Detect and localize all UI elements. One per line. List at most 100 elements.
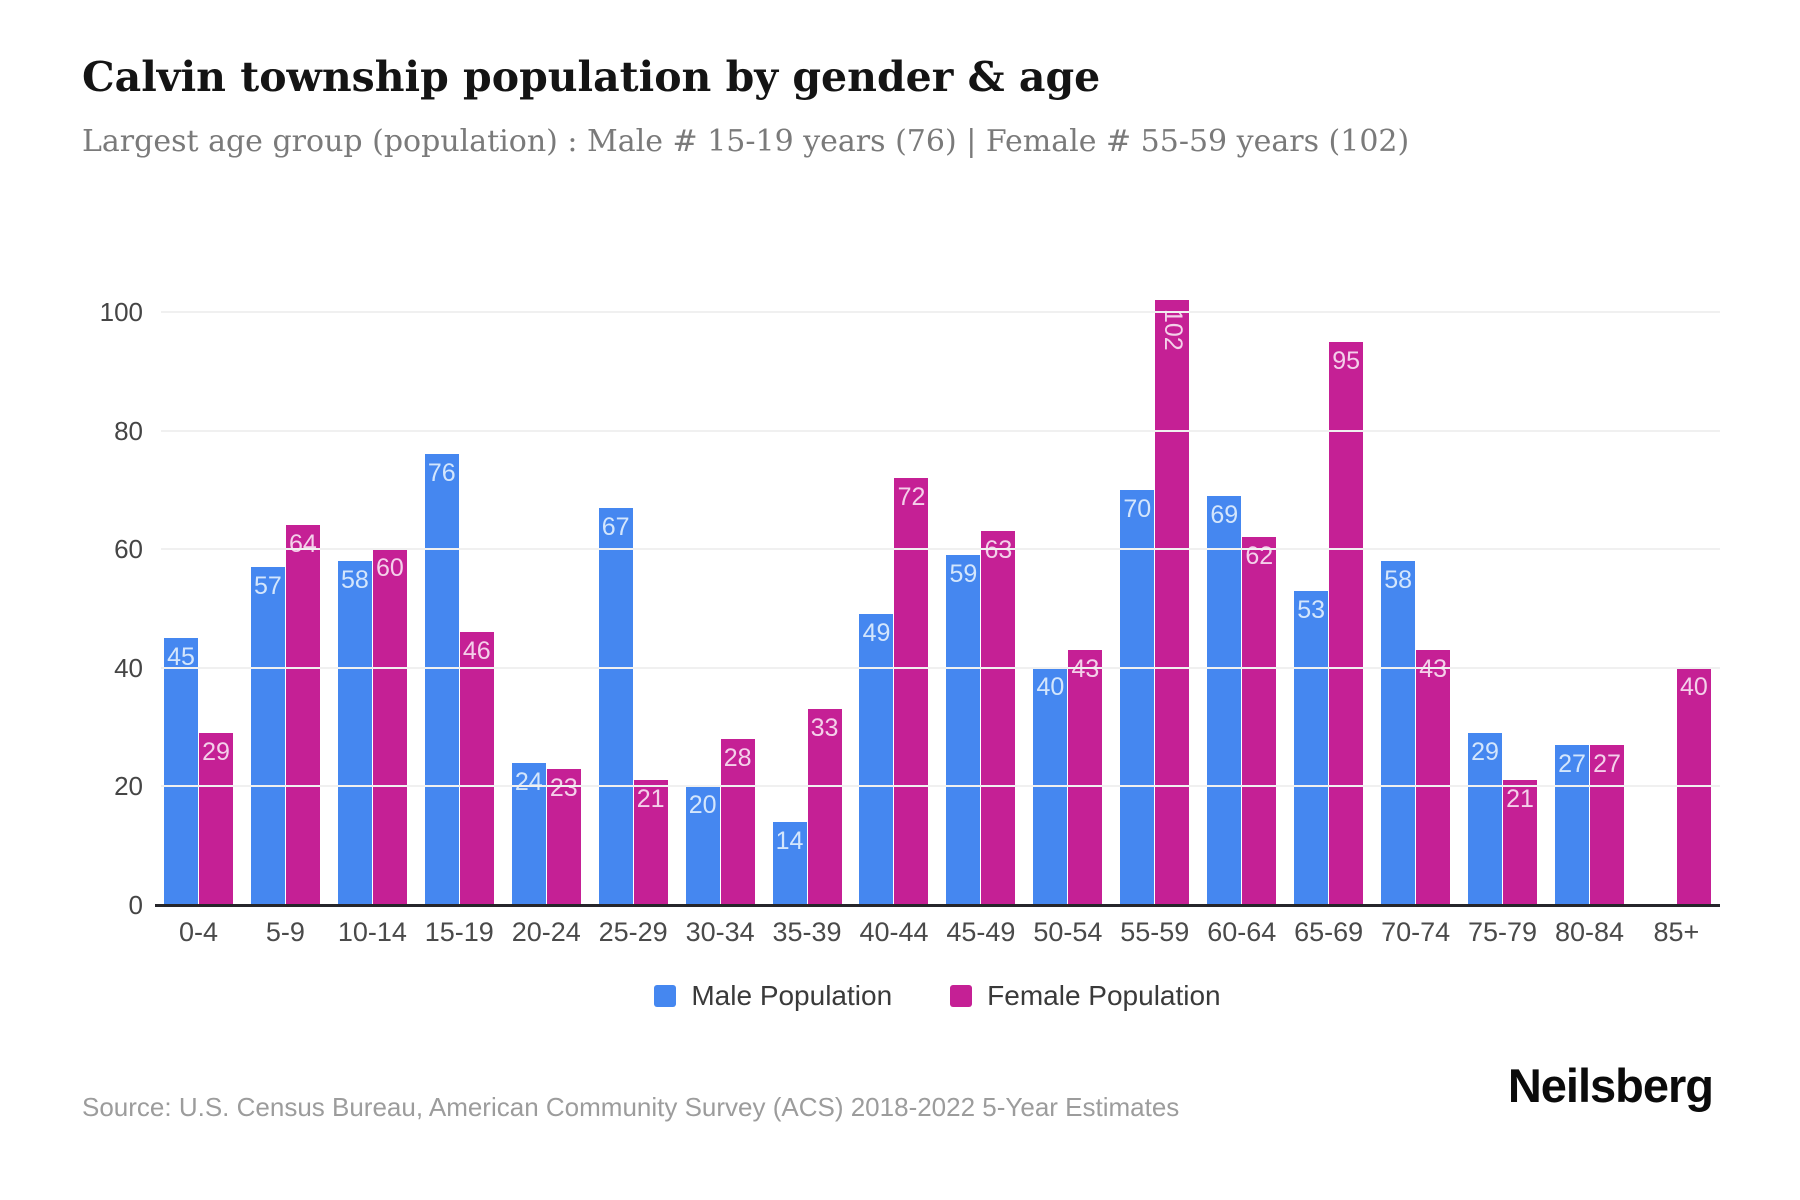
bar-value-label: 45 bbox=[167, 643, 195, 672]
bar-value-label: 69 bbox=[1210, 500, 1239, 529]
bar-value-label: 40 bbox=[1036, 672, 1065, 701]
bar-male-35-39[interactable]: 14 bbox=[772, 821, 807, 905]
bar-value-label: 58 bbox=[340, 566, 369, 595]
bar-female-0-4[interactable]: 29 bbox=[198, 733, 233, 905]
bar-value-label: 60 bbox=[375, 554, 404, 583]
bar-male-15-19[interactable]: 76 bbox=[424, 454, 459, 905]
bar-value-label: 95 bbox=[1332, 346, 1361, 375]
bar-value-label: 29 bbox=[1471, 738, 1499, 767]
x-tick-65-69: 65-69 bbox=[1294, 917, 1364, 947]
x-tick-60-64: 60-64 bbox=[1207, 917, 1277, 947]
bar-value-label: 28 bbox=[723, 743, 752, 772]
bar-female-65-69[interactable]: 95 bbox=[1329, 341, 1364, 905]
group-40-44: 49 72 bbox=[851, 300, 938, 905]
bar-female-80-84[interactable]: 27 bbox=[1589, 744, 1624, 905]
bar-value-label: 57 bbox=[254, 572, 282, 600]
legend-swatch-female bbox=[950, 985, 973, 1007]
bar-groups: 45 29 57 64 58 60 76 46 24 23 67 21 20 28 14 33 49 72 59 63… bbox=[155, 300, 1720, 905]
group-80-84: 27 27 bbox=[1546, 300, 1633, 905]
bar-female-55-59[interactable]: 102 bbox=[1155, 300, 1190, 905]
bar-value-label: 46 bbox=[462, 637, 491, 666]
bar-value-label: 27 bbox=[1593, 749, 1621, 778]
x-tick-35-39: 35-39 bbox=[772, 917, 842, 947]
y-tick-100: 100 bbox=[99, 297, 143, 327]
bar-value-label: 27 bbox=[1558, 749, 1586, 778]
group-85+: 40 bbox=[1633, 300, 1720, 905]
bar-female-35-39[interactable]: 33 bbox=[807, 709, 842, 905]
gridline-60 bbox=[161, 548, 1720, 551]
bar-value-label: 70 bbox=[1123, 494, 1152, 523]
x-tick-20-24: 20-24 bbox=[511, 917, 581, 947]
y-tick-80: 80 bbox=[114, 415, 143, 446]
bar-male-70-74[interactable]: 58 bbox=[1381, 561, 1416, 905]
bar-male-65-69[interactable]: 53 bbox=[1294, 590, 1329, 905]
x-tick-55-59: 55-59 bbox=[1120, 917, 1190, 947]
bar-male-40-44[interactable]: 49 bbox=[859, 614, 894, 905]
legend-swatch-male bbox=[654, 985, 677, 1007]
bar-value-label: 40 bbox=[1680, 672, 1708, 701]
bar-female-45-49[interactable]: 63 bbox=[981, 531, 1016, 905]
x-tick-40-44: 40-44 bbox=[859, 917, 929, 947]
bar-male-45-49[interactable]: 59 bbox=[946, 555, 981, 905]
bar-male-5-9[interactable]: 57 bbox=[250, 567, 285, 905]
bar-value-label: 29 bbox=[202, 738, 230, 767]
bar-male-25-29[interactable]: 67 bbox=[598, 507, 633, 905]
x-tick-25-29: 25-29 bbox=[598, 917, 668, 947]
bar-value-label: 58 bbox=[1384, 566, 1412, 595]
group-20-24: 24 23 bbox=[503, 300, 590, 905]
gridline-20 bbox=[161, 785, 1720, 788]
bar-value-label: 76 bbox=[427, 459, 456, 488]
neilsberg-logo: Neilsberg bbox=[1507, 1059, 1714, 1112]
x-tick-50-54: 50-54 bbox=[1033, 917, 1103, 947]
bar-female-50-54[interactable]: 43 bbox=[1068, 650, 1103, 905]
bar-value-label: 63 bbox=[984, 536, 1013, 565]
plot-area: 45 29 57 64 58 60 76 46 24 23 67 21 20 28 14 33 49 72 59 63… bbox=[100, 298, 1720, 919]
legend-label-male: Male Population bbox=[691, 980, 893, 1011]
x-axis-line bbox=[155, 904, 1720, 907]
bar-value-label: 21 bbox=[636, 785, 665, 814]
y-tick-60: 60 bbox=[114, 534, 143, 565]
bar-female-20-24[interactable]: 23 bbox=[546, 768, 581, 905]
legend-item-male[interactable]: Male Population bbox=[654, 980, 892, 1012]
chart-subtitle: Largest age group (population) : Male # … bbox=[82, 124, 1410, 159]
group-5-9: 57 64 bbox=[242, 300, 329, 905]
x-tick-85+: 85+ bbox=[1653, 917, 1700, 947]
group-30-34: 20 28 bbox=[677, 300, 764, 905]
gridline-100 bbox=[161, 311, 1720, 313]
bar-male-0-4[interactable]: 45 bbox=[163, 638, 198, 905]
bar-female-75-79[interactable]: 21 bbox=[1503, 780, 1538, 905]
chart-title: Calvin township population by gender & a… bbox=[82, 53, 1101, 101]
group-50-54: 40 43 bbox=[1024, 300, 1111, 905]
x-tick-30-34: 30-34 bbox=[685, 917, 755, 947]
bar-male-10-14[interactable]: 58 bbox=[337, 561, 372, 905]
x-tick-5-9: 5-9 bbox=[265, 917, 305, 947]
bar-female-15-19[interactable]: 46 bbox=[459, 632, 494, 905]
legend: Male Population Female Population bbox=[155, 980, 1720, 1012]
bar-female-70-74[interactable]: 43 bbox=[1416, 650, 1451, 905]
bar-female-5-9[interactable]: 64 bbox=[285, 525, 320, 905]
group-60-64: 69 62 bbox=[1198, 300, 1285, 905]
x-axis-labels: 0-4 5-9 10-14 15-19 20-24 25-29 30-34 35-39 40-4… bbox=[155, 917, 1720, 948]
bar-female-30-34[interactable]: 28 bbox=[720, 738, 755, 905]
bar-male-80-84[interactable]: 27 bbox=[1554, 744, 1589, 905]
bar-female-25-29[interactable]: 21 bbox=[633, 780, 668, 905]
bar-male-20-24[interactable]: 24 bbox=[511, 762, 546, 905]
bar-female-10-14[interactable]: 60 bbox=[372, 549, 407, 905]
bar-value-label: 72 bbox=[897, 483, 926, 512]
bar-male-55-59[interactable]: 70 bbox=[1120, 489, 1155, 905]
bar-female-40-44[interactable]: 72 bbox=[894, 478, 929, 905]
bar-male-60-64[interactable]: 69 bbox=[1207, 495, 1242, 905]
bar-value-label: 23 bbox=[549, 773, 578, 802]
bar-value-label: 49 bbox=[862, 619, 891, 648]
bar-value-label: 43 bbox=[1419, 655, 1447, 684]
bar-female-60-64[interactable]: 62 bbox=[1242, 537, 1277, 905]
bar-value-label: 43 bbox=[1071, 655, 1100, 684]
group-55-59: 70 102 bbox=[1111, 300, 1198, 905]
legend-item-female[interactable]: Female Population bbox=[950, 980, 1221, 1012]
bar-male-75-79[interactable]: 29 bbox=[1468, 733, 1503, 905]
group-15-19: 76 46 bbox=[416, 300, 503, 905]
group-45-49: 59 63 bbox=[937, 300, 1024, 905]
group-10-14: 58 60 bbox=[329, 300, 416, 905]
x-tick-45-49: 45-49 bbox=[946, 917, 1016, 947]
bar-male-30-34[interactable]: 20 bbox=[685, 786, 720, 905]
